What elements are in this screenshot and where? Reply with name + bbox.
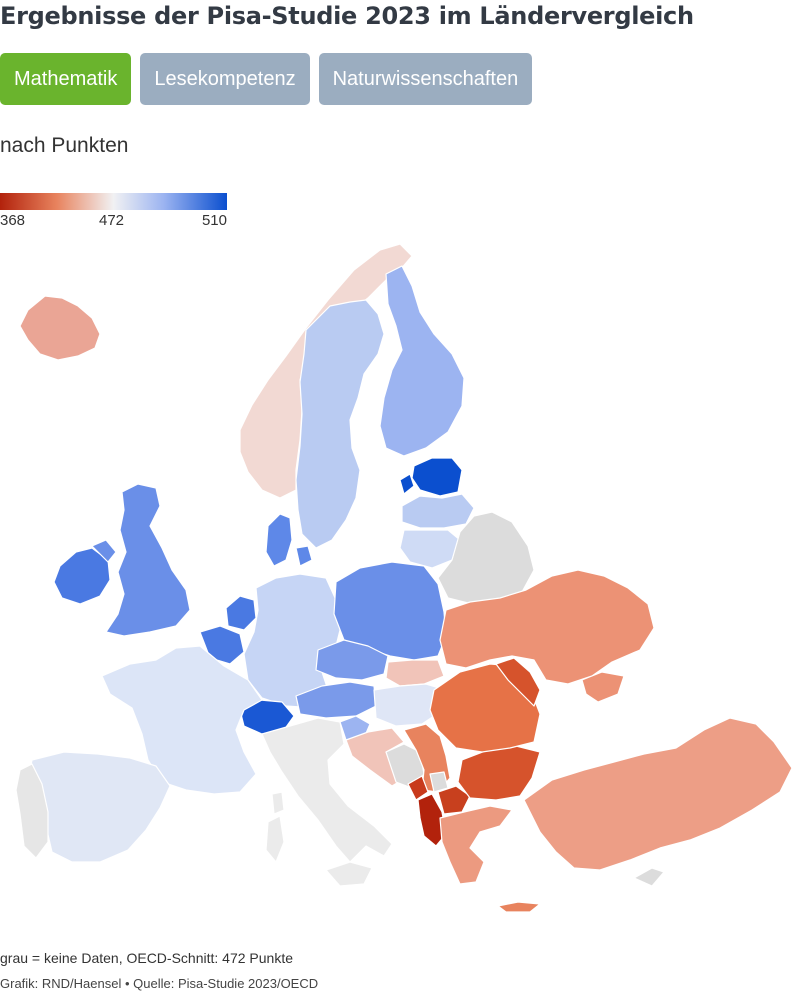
country-italy[interactable] <box>261 717 393 863</box>
country-montenegro[interactable] <box>407 775 429 801</box>
legend-gradient-bar <box>0 193 227 210</box>
country-france[interactable] <box>101 645 263 795</box>
legend-mid-label: 472 <box>99 212 125 229</box>
country-kosovo[interactable] <box>429 771 449 793</box>
country-corsica[interactable] <box>271 791 285 815</box>
footnote: grau = keine Daten, OECD-Schnitt: 472 Pu… <box>0 950 293 966</box>
country-romania[interactable] <box>429 663 541 753</box>
country-northern-ireland[interactable] <box>91 539 117 563</box>
country-moldova[interactable] <box>495 657 541 707</box>
country-greece[interactable] <box>439 805 513 885</box>
tab-naturwissenschaften[interactable]: Naturwissenschaften <box>318 53 533 105</box>
country-czechia[interactable] <box>315 639 389 681</box>
country-netherlands[interactable] <box>225 595 257 631</box>
tab-mathematik[interactable]: Mathematik <box>0 53 132 105</box>
country-sardinia[interactable] <box>265 815 285 863</box>
country-cyprus[interactable] <box>633 867 665 887</box>
europe-map <box>15 243 793 913</box>
color-legend: 368 472 510 <box>0 193 227 230</box>
map-subtitle: nach Punkten <box>0 134 129 157</box>
country-iceland[interactable] <box>19 295 101 361</box>
legend-max-label: 510 <box>201 212 227 229</box>
country-finland[interactable] <box>379 265 465 457</box>
country-latvia[interactable] <box>401 493 475 529</box>
country-sicily[interactable] <box>325 861 373 887</box>
country-north-macedonia[interactable] <box>437 785 471 815</box>
tab-lesekompetenz[interactable]: Lesekompetenz <box>140 53 310 105</box>
country-spain[interactable] <box>27 751 171 863</box>
country-bulgaria[interactable] <box>457 745 541 801</box>
country-ireland[interactable] <box>53 547 111 605</box>
country-estonia-islands[interactable] <box>399 473 415 495</box>
subject-tabs: Mathematik Lesekompetenz Naturwissenscha… <box>0 53 533 105</box>
source-credit: Grafik: RND/Haensel • Quelle: Pisa-Studi… <box>0 976 319 991</box>
country-crete[interactable] <box>497 901 541 913</box>
page-title: Ergebnisse der Pisa-Studie 2023 im Lände… <box>0 2 694 30</box>
country-ukraine[interactable] <box>439 569 655 685</box>
country-denmark[interactable] <box>265 513 293 567</box>
country-denmark-islands[interactable] <box>295 545 313 567</box>
legend-min-label: 368 <box>0 212 26 229</box>
country-albania[interactable] <box>417 793 447 847</box>
country-estonia[interactable] <box>411 457 463 497</box>
country-sweden[interactable] <box>295 299 385 549</box>
country-united-kingdom[interactable] <box>105 483 191 637</box>
country-slovakia[interactable] <box>385 659 445 687</box>
country-switzerland[interactable] <box>239 699 295 735</box>
country-crimea[interactable] <box>581 671 625 703</box>
country-portugal[interactable] <box>15 763 49 859</box>
country-turkey[interactable] <box>523 717 793 871</box>
